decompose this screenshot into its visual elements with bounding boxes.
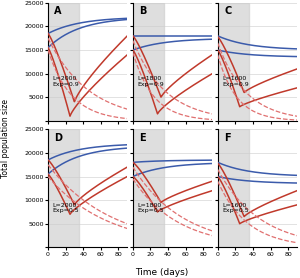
- Text: C: C: [224, 6, 231, 16]
- Text: Total population size: Total population size: [2, 100, 10, 178]
- Text: L=1800
Exp=0.5: L=1800 Exp=0.5: [138, 202, 164, 213]
- Text: F: F: [224, 133, 231, 143]
- Text: A: A: [54, 6, 62, 16]
- Bar: [48, 3, 79, 121]
- Text: Time (days): Time (days): [135, 268, 189, 277]
- Bar: [218, 3, 248, 121]
- Bar: [48, 129, 79, 247]
- Text: L=1800
Exp=0.9: L=1800 Exp=0.9: [138, 76, 164, 87]
- Text: L=2000
Exp=0.9: L=2000 Exp=0.9: [53, 76, 80, 87]
- Text: L=1600
Exp=0.5: L=1600 Exp=0.5: [223, 202, 249, 213]
- Text: B: B: [139, 6, 147, 16]
- Text: E: E: [139, 133, 146, 143]
- Bar: [133, 129, 164, 247]
- Text: D: D: [54, 133, 62, 143]
- Bar: [133, 3, 164, 121]
- Bar: [218, 129, 248, 247]
- Text: L=2000
Exp=0.5: L=2000 Exp=0.5: [53, 202, 80, 213]
- Text: L=1600
Exp=0.9: L=1600 Exp=0.9: [223, 76, 249, 87]
